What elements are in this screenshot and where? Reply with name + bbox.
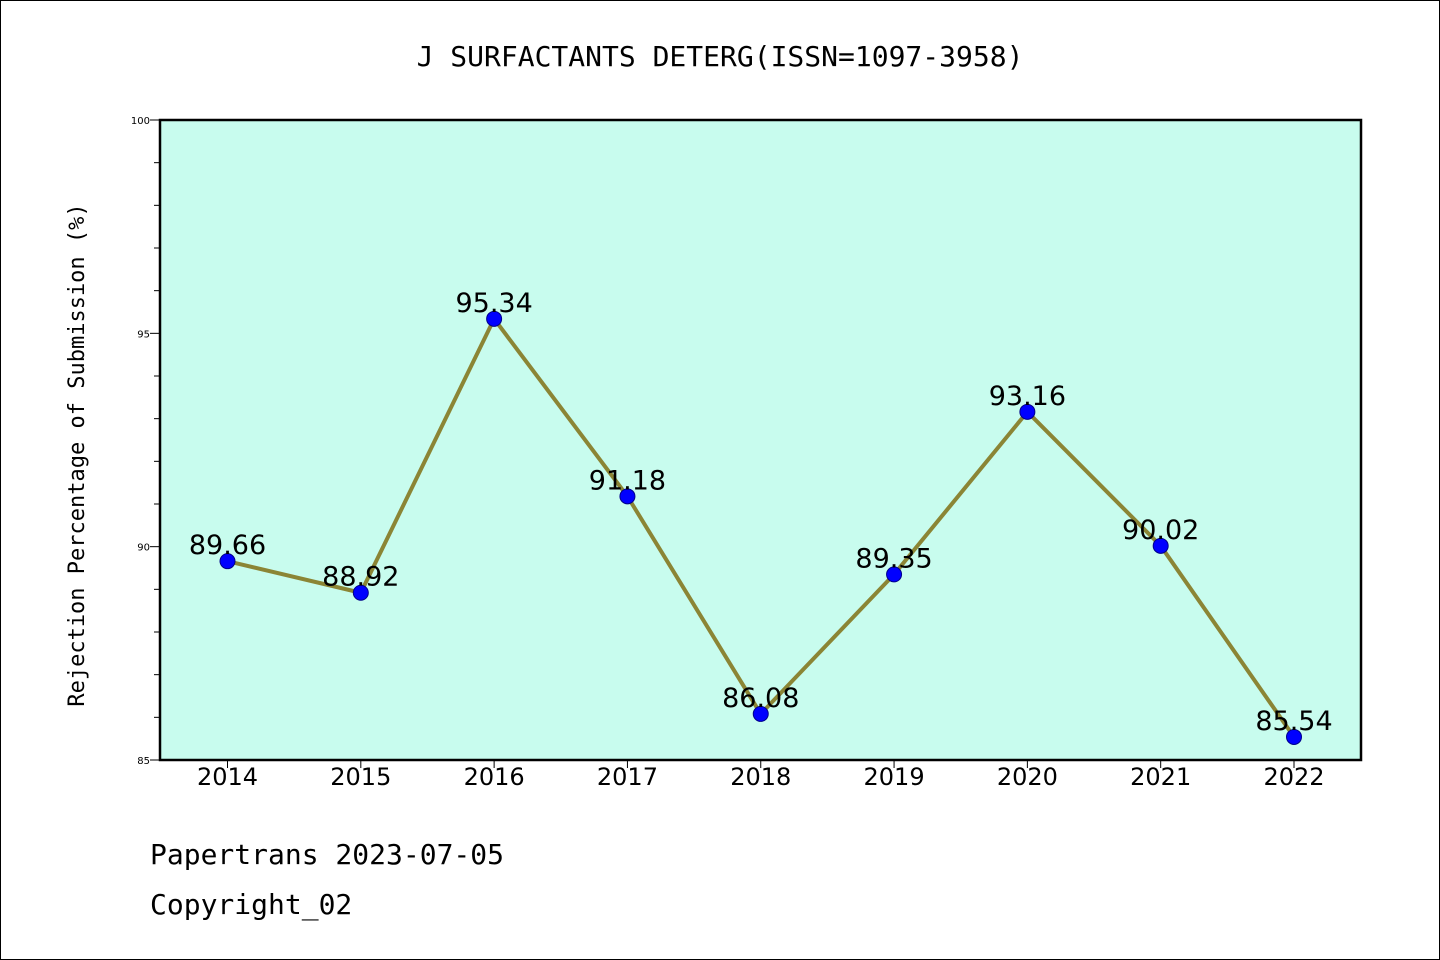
data-label: 91.18 [589, 465, 666, 496]
data-point [486, 310, 503, 327]
chart-title: J SURFACTANTS DETERG(ISSN=1097-3958) [417, 40, 1024, 73]
y-tick-label: 100 [131, 116, 150, 127]
data-label: 95.34 [455, 288, 532, 319]
data-point [752, 705, 769, 722]
x-axis: 2014 2015 2016 2017 2018 2019 2020 2021 2022 [197, 760, 1325, 791]
plot-border [158, 118, 1363, 762]
data-point [619, 488, 636, 505]
y-tick-label: 90 [137, 543, 150, 554]
x-tick-label: 2019 [864, 763, 925, 791]
data-point [886, 566, 903, 583]
data-label: 89.66 [189, 530, 266, 561]
data-point [219, 553, 236, 570]
y-tick-label: 85 [137, 756, 150, 767]
data-label: 89.35 [855, 543, 932, 574]
x-tick-label: 2018 [730, 763, 791, 791]
data-label: 90.02 [1122, 515, 1199, 546]
x-tick-label: 2014 [197, 763, 258, 791]
x-tick-label: 2021 [1130, 763, 1191, 791]
data-label: 93.16 [989, 381, 1066, 412]
y-axis-label: Rejection Percentage of Submission (%) [65, 203, 90, 706]
footer-copyright: Copyright_02 [150, 888, 352, 922]
data-label: 88.92 [322, 562, 399, 593]
data-point [1152, 537, 1169, 554]
data-point [1286, 728, 1302, 745]
x-tick-label: 2017 [597, 763, 658, 791]
x-tick-label: 2022 [1263, 763, 1324, 791]
data-point [352, 584, 369, 601]
data-label: 85.54 [1255, 706, 1332, 737]
x-tick-label: 2020 [997, 763, 1058, 791]
footer-date: Papertrans 2023-07-05 [150, 838, 504, 871]
series-group: 89.66 88.92 95.34 91.18 86.08 89.35 93.16 90.02… [189, 288, 1333, 745]
plot-area [160, 120, 1361, 760]
data-point [1019, 403, 1036, 420]
y-tick-label: 95 [137, 329, 150, 340]
x-tick-label: 2015 [330, 763, 391, 791]
data-label: 86.08 [722, 683, 799, 714]
y-axis: 85 90 95 100 [131, 116, 160, 767]
x-tick-label: 2016 [464, 763, 525, 791]
